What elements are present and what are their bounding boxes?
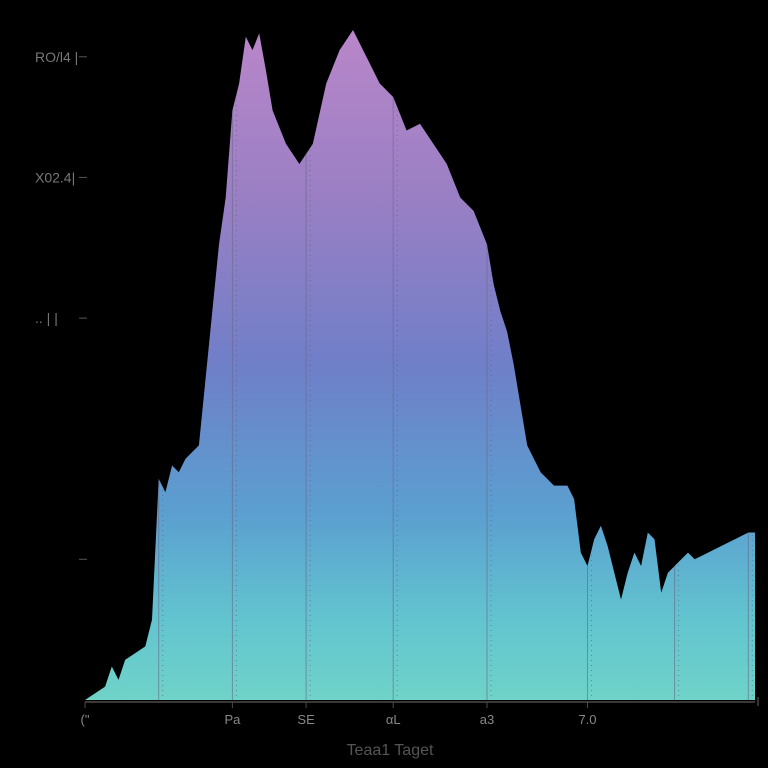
x-tick-label: αL: [386, 712, 401, 727]
x-tick-label: 7.0: [578, 712, 596, 727]
y-tick-label: X02.4|: [35, 169, 75, 185]
x-tick-label: (": [81, 712, 90, 727]
x-axis-title: Teaa1 Taget: [347, 742, 434, 759]
x-tick-label: Pa: [224, 712, 241, 727]
x-tick-label: SE: [297, 712, 315, 727]
y-tick-label: RO/l4 |: [35, 49, 78, 65]
chart-svg: RO/l4 | X02.4| .. | | (" Pa SE αL a3 7.0 Teaa1 Ta…: [0, 0, 768, 768]
area-fill: [85, 30, 755, 700]
area-chart: RO/l4 | X02.4| .. | | (" Pa SE αL a3 7.0 Teaa1 Ta…: [0, 0, 768, 768]
x-tick-label: a3: [480, 712, 494, 727]
y-tick-label: .. | |: [35, 310, 58, 326]
